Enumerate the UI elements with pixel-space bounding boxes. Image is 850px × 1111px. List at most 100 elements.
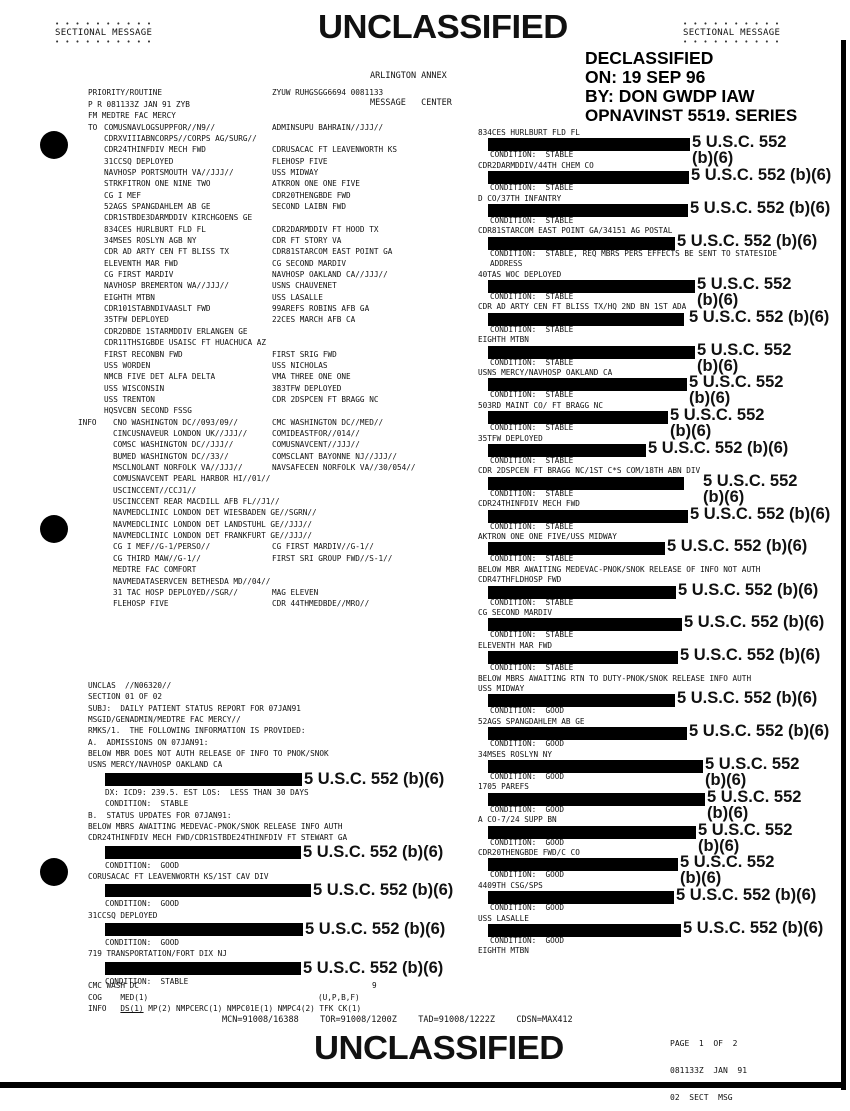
addressee: NAVHOSP BREMERTON WA//JJJ// [104,281,229,291]
condition-line: ADDRESS [490,259,523,269]
redaction-bar [488,891,674,905]
addressee: COMSC WASHINGTON DC//JJJ// [113,440,234,450]
addressee: CDR 2DSPCEN FT BRAGG NC [272,394,379,404]
redaction-label: 5 U.S.C. 552 (b)(6) [678,580,819,599]
redaction-bar [105,922,303,936]
condition-line: CONDITION: STABLE [490,521,574,531]
redaction-label: 5 U.S.C. 552 (b)(6) [683,919,824,937]
addressee: 22CES MARCH AFB CA [272,315,356,325]
addressee-prefix: TO [88,122,98,132]
page-edge-right [841,40,846,1090]
entry-unit: CDR2DARMDDIV/44TH CHEM CO [478,160,594,170]
redaction-bar [488,694,675,708]
addressee: CDR24THINFDIV MECH FWD [104,145,206,155]
cdsn: CDSN=MAX412 [516,1015,573,1025]
body-line: SECTION 01 OF 02 [88,692,163,702]
condition-line: CONDITION: STABLE [490,488,574,498]
cmc-line: CMC WASH DC [88,981,139,990]
addressee: CG I MEF [104,190,142,200]
redaction-bar [488,727,687,741]
redaction-bar [488,585,676,599]
page-mark: 9 [372,981,377,990]
sectional-label: SECTIONAL MESSAGE [683,28,781,38]
cog-line: COG MED(1) [88,992,149,1002]
sectional-label: SECTIONAL MESSAGE [55,28,153,38]
addressee: USCINCCENT REAR MACDILL AFB FL//J1// [113,497,280,507]
redaction-bar [488,411,668,425]
redaction-label: 5 U.S.C. 552 (b)(6) [304,769,445,788]
entry-unit: 35TFW DEPLOYED [478,433,543,443]
addressee: FLEHOSP FIVE [272,156,328,166]
addressee: CDR2DBDE 1STARMDDIV ERLANGEN GE [104,326,248,336]
addressee: NAVSAFECEN NORFOLK VA//30/054// [272,463,416,472]
entry-unit: ELEVENTH MAR FWD [478,640,553,650]
condition-line: CONDITION: STABLE [490,456,574,465]
entry-unit: CG SECOND MARDIV [478,608,553,617]
addressee: CDRUSACAC FT LEAVENWORTH KS [272,145,397,155]
redaction-label: 5 U.S.C. 552 (b)(6) [305,919,446,938]
addressee: CMC WASHINGTON DC//MED// [272,417,384,427]
redaction-bar [488,378,687,392]
redaction-label: 5 U.S.C. 552 (b)(6) [677,689,818,708]
redaction-bar [488,792,705,806]
entry-unit: USS MIDWAY [478,684,525,693]
addressee: COMUSNAVCENT PEARL HARBOR HI//01// [113,474,271,484]
addressee: NAVMEDATASERVCEN BETHESDA MD//04// [113,576,271,586]
addressee: VMA THREE ONE ONE [272,372,351,382]
sectional-message-right: •••••••••• SECTIONAL MESSAGE •••••••••• [683,20,785,46]
redaction-bar [488,204,688,217]
redaction-bar [105,845,301,859]
info-ds: DS(1) [120,1004,144,1013]
redaction-bar [105,884,311,898]
addressee: CG FIRST MARDIV//G-1// [272,542,374,552]
condition-line: CONDITION: GOOD [490,772,565,781]
condition-line: CONDITION: STABLE [490,597,574,607]
condition-line: CONDITION: GOOD [105,860,180,870]
addressee: CDRXVIIIABNCORPS//CORPS AG/SURG// [104,133,257,143]
body-line: CORUSACAC FT LEAVENWORTH KS/1ST CAV DIV [88,871,269,881]
addressee: 383TFW DEPLOYED [272,383,342,393]
entry-unit: AKTRON ONE ONE FIVE/USS MIDWAY [478,532,617,541]
redaction-label: 5 U.S.C. 552 (b)(6) [689,307,830,326]
from-line: FM MEDTRE FAC MERCY [88,111,176,120]
addressee: 34MSES ROSLYN AGB NY [104,236,197,245]
addressee: CG FIRST MARDIV [104,270,174,280]
redaction-label: (b)(6) [697,291,739,309]
dot-border: •••••••••• [55,38,158,46]
condition-line: CONDITION: STABLE [490,423,574,433]
redaction-label: 5 U.S.C. 552 [689,373,784,392]
classification-footer: UNCLASSIFIED [314,1029,564,1066]
redaction-label: 5 U.S.C. 552 [680,853,775,872]
addressee: CG I MEF//G-1/PERSO// [113,542,211,552]
addressee: ADMINSUPU BAHRAIN//JJJ// [272,122,384,132]
condition-line: CONDITION: STABLE [105,976,189,986]
addressee: CDR AD ARTY CEN FT BLISS TX [104,247,229,257]
addressee: MSCLNOLANT NORFOLK VA//JJJ// [113,463,243,472]
redaction-label: 5 U.S.C. 552 [697,340,792,359]
punch-hole [40,131,68,159]
entry-unit: CDR47THFLDHOSP FWD [478,575,562,585]
addressee: USS MIDWAY [272,167,319,177]
addressee: CDR20THENGBDE FWD [272,190,351,200]
tad: TAD=91008/1222Z [418,1015,496,1025]
redaction-label: 5 U.S.C. 552 (b)(6) [648,439,789,457]
redaction-bar [488,476,684,490]
entry-unit: 34MSES ROSLYN NY [478,749,553,759]
redaction-bar [105,772,302,786]
dot-border: •••••••••• [55,20,158,28]
sectional-message-left: •••••••••• SECTIONAL MESSAGE •••••••••• [55,20,157,46]
redaction-bar [488,280,695,293]
dot-border: •••••••••• [683,20,786,28]
addressee: 834CES HURLBURT FLD FL [104,224,206,234]
entry-unit: EIGHTH MTBN [478,946,529,956]
addressee: CDR11THSIGBDE USAISC FT HUACHUCA AZ [104,338,266,348]
addressee: 35TFW DEPLOYED [104,315,169,325]
redaction-bar [488,542,665,556]
stamp-line: BY: DON GWDP IAW [585,86,755,106]
condition-line: CONDITION: GOOD [490,837,565,847]
redaction-bar [488,444,646,457]
page-number: PAGE 1 OF 2 [670,1039,738,1048]
addressee: USS WISCONSIN [104,383,165,393]
redaction-label: (b)(6) [707,803,749,822]
redaction-label: 5 U.S.C. 552 [692,133,787,152]
